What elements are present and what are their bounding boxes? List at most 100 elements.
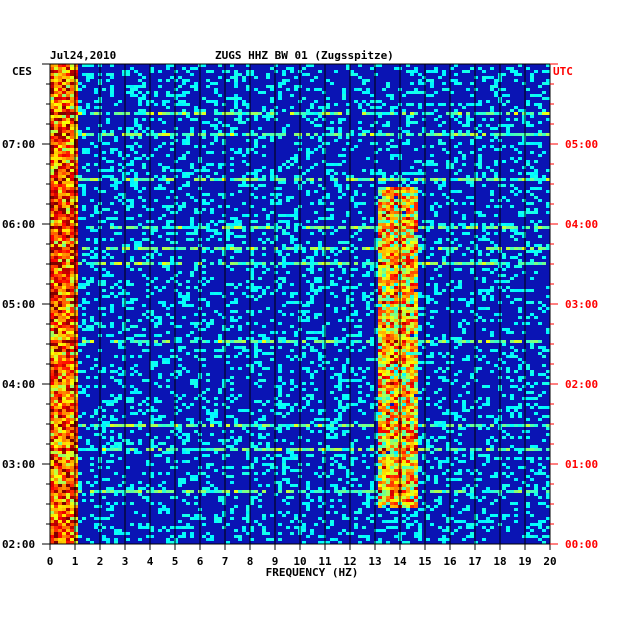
spectrogram-cell xyxy=(362,400,366,403)
spectrogram-cell xyxy=(534,196,538,199)
spectrogram-cell xyxy=(350,73,354,76)
spectrogram-cell xyxy=(322,361,326,364)
spectrogram-cell xyxy=(82,208,86,211)
spectrogram-cell xyxy=(378,244,382,247)
spectrogram-cell xyxy=(102,175,106,178)
spectrogram-cell xyxy=(106,118,110,121)
spectrogram-cell xyxy=(514,160,518,163)
spectrogram-cell xyxy=(170,94,174,97)
spectrogram-cell xyxy=(66,151,70,154)
spectrogram-cell xyxy=(486,253,490,256)
spectrogram-cell xyxy=(146,349,150,352)
spectrogram-cell xyxy=(194,112,198,115)
spectrogram-cell xyxy=(370,226,374,229)
spectrogram-cell xyxy=(446,307,450,310)
spectrogram-cell xyxy=(70,415,74,418)
spectrogram-cell xyxy=(502,73,506,76)
spectrogram-cell xyxy=(54,397,58,400)
spectrogram-cell xyxy=(506,226,510,229)
spectrogram-cell xyxy=(274,133,278,136)
spectrogram-cell xyxy=(338,376,342,379)
spectrogram-cell xyxy=(266,286,270,289)
spectrogram-cell xyxy=(434,211,438,214)
spectrogram-cell xyxy=(102,409,106,412)
spectrogram-cell xyxy=(410,247,414,250)
spectrogram-cell xyxy=(74,334,78,337)
spectrogram-cell xyxy=(162,133,166,136)
spectrogram-cell xyxy=(274,112,278,115)
spectrogram-cell xyxy=(158,178,162,181)
spectrogram-cell xyxy=(50,334,54,337)
spectrogram-cell xyxy=(318,241,322,244)
spectrogram-cell xyxy=(402,178,406,181)
spectrogram-cell xyxy=(414,280,418,283)
spectrogram-cell xyxy=(286,253,290,256)
spectrogram-cell xyxy=(70,265,74,268)
spectrogram-cell xyxy=(62,121,66,124)
spectrogram-cell xyxy=(110,151,114,154)
spectrogram-cell xyxy=(174,262,178,265)
spectrogram-cell xyxy=(130,67,134,70)
spectrogram-cell xyxy=(390,199,394,202)
spectrogram-cell xyxy=(386,208,390,211)
spectrogram-cell xyxy=(526,322,530,325)
spectrogram-cell xyxy=(70,421,74,424)
spectrogram-cell xyxy=(382,283,386,286)
spectrogram-cell xyxy=(378,352,382,355)
spectrogram-cell xyxy=(58,109,62,112)
spectrogram-cell xyxy=(394,208,398,211)
spectrogram-cell xyxy=(230,223,234,226)
spectrogram-cell xyxy=(390,394,394,397)
spectrogram-cell xyxy=(230,217,234,220)
spectrogram-cell xyxy=(494,268,498,271)
spectrogram-cell xyxy=(122,415,126,418)
spectrogram-cell xyxy=(378,367,382,370)
spectrogram-cell xyxy=(386,316,390,319)
spectrogram-cell xyxy=(422,388,426,391)
spectrogram-cell xyxy=(58,178,62,181)
spectrogram-cell xyxy=(74,202,78,205)
spectrogram-cell xyxy=(62,328,66,331)
spectrogram-cell xyxy=(362,178,366,181)
spectrogram-cell xyxy=(242,121,246,124)
spectrogram-cell xyxy=(66,100,70,103)
spectrogram-cell xyxy=(406,361,410,364)
spectrogram-cell xyxy=(138,355,142,358)
spectrogram-cell xyxy=(530,79,534,82)
spectrogram-cell xyxy=(378,277,382,280)
spectrogram-cell xyxy=(446,88,450,91)
spectrogram-cell xyxy=(194,67,198,70)
spectrogram-cell xyxy=(138,373,142,376)
spectrogram-cell xyxy=(230,388,234,391)
spectrogram-cell xyxy=(466,301,470,304)
spectrogram-cell xyxy=(458,298,462,301)
spectrogram-cell xyxy=(434,391,438,394)
spectrogram-cell xyxy=(314,316,318,319)
spectrogram-cell xyxy=(146,295,150,298)
spectrogram-cell xyxy=(182,202,186,205)
spectrogram-cell xyxy=(446,340,450,343)
spectrogram-cell xyxy=(478,289,482,292)
spectrogram-cell xyxy=(290,241,294,244)
spectrogram-cell xyxy=(390,238,394,241)
spectrogram-cell xyxy=(258,136,262,139)
spectrogram-cell xyxy=(386,397,390,400)
spectrogram-cell xyxy=(146,127,150,130)
spectrogram-cell xyxy=(74,385,78,388)
spectrogram-cell xyxy=(74,289,78,292)
spectrogram-cell xyxy=(50,382,54,385)
spectrogram-cell xyxy=(50,292,54,295)
spectrogram-cell xyxy=(66,418,70,421)
spectrogram-cell xyxy=(378,418,382,421)
spectrogram-cell xyxy=(294,238,298,241)
spectrogram-cell xyxy=(182,100,186,103)
spectrogram-cell xyxy=(86,79,90,82)
spectrogram-cell xyxy=(506,100,510,103)
spectrogram-cell xyxy=(270,331,274,334)
spectrogram-cell xyxy=(538,247,542,250)
spectrogram-cell xyxy=(218,259,222,262)
spectrogram-cell xyxy=(142,328,146,331)
spectrogram-cell xyxy=(286,124,290,127)
spectrogram-cell xyxy=(378,205,382,208)
spectrogram-cell xyxy=(62,271,66,274)
